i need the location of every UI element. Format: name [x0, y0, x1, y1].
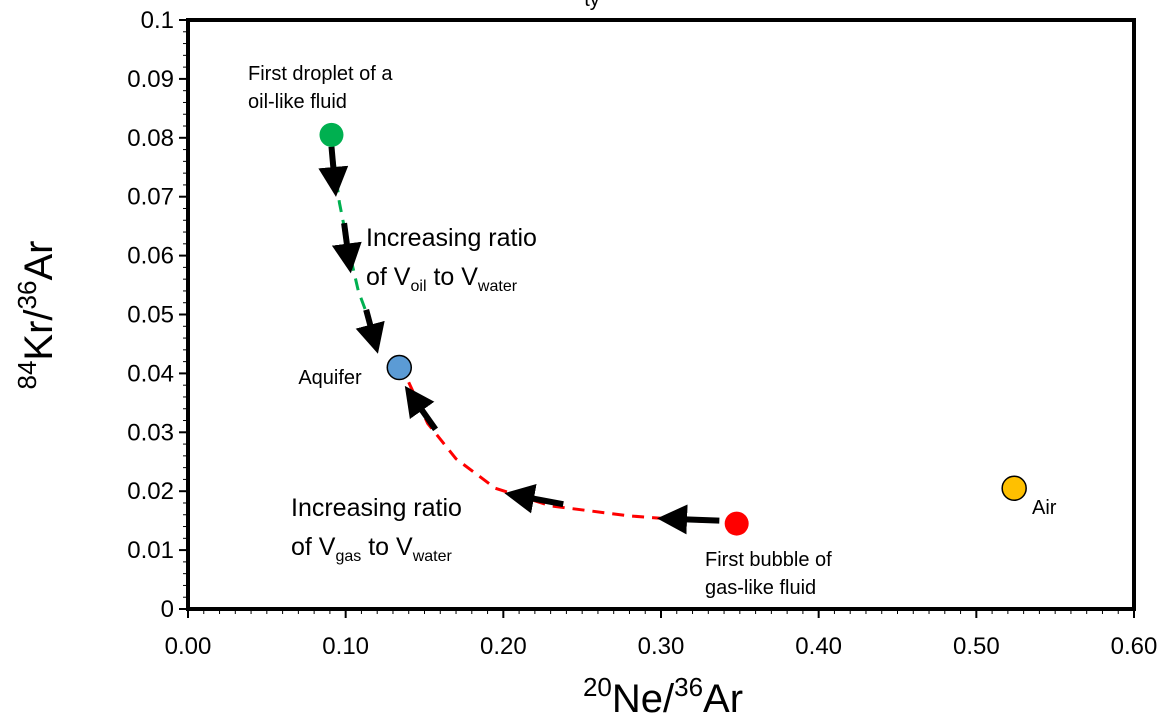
x-tick-label: 0.00 — [165, 633, 212, 660]
label-gas-ratio-line2: of Vgas to Vwater — [291, 533, 453, 565]
oil-ratio-to: to V — [427, 263, 479, 291]
y-tick-label: 0.06 — [127, 243, 174, 270]
y-tick-label: 0.1 — [141, 7, 174, 34]
y-axis-title: 84Kr/36Ar — [12, 241, 61, 390]
x-axis-title-post: Ar — [703, 677, 743, 721]
label-aquifer: Aquifer — [298, 367, 362, 389]
data-point — [319, 122, 344, 147]
direction-arrow — [657, 504, 720, 535]
y-axis-title-post: Ar — [17, 241, 61, 281]
points-layer — [319, 122, 1027, 536]
y-tick-label: 0.09 — [127, 66, 174, 93]
direction-arrow — [331, 222, 362, 274]
y-tick-label: 0.03 — [127, 419, 174, 446]
y-axis-title-main: Kr/ — [17, 309, 61, 361]
y-tick-label: 0.04 — [127, 360, 174, 387]
label-droplet-line1: First droplet of a — [248, 63, 393, 85]
y-tick-label: 0 — [161, 596, 174, 623]
x-tick-label: 0.60 — [1111, 633, 1158, 660]
gas-ratio-sub-water: water — [412, 548, 453, 565]
x-tick-label: 0.30 — [638, 633, 685, 660]
y-tick-label: 0.01 — [127, 537, 174, 564]
label-oil-ratio-line2: of Voil to Vwater — [366, 263, 518, 295]
x-tick-label: 0.10 — [322, 633, 369, 660]
arrows-layer — [318, 146, 720, 535]
direction-arrow — [318, 146, 349, 197]
x-tick-label: 0.20 — [480, 633, 527, 660]
y-axis-title-presup: 84 — [12, 361, 42, 390]
label-bubble-line2: gas-like fluid — [705, 577, 816, 599]
plot-frame — [186, 18, 1136, 611]
data-point — [724, 511, 749, 536]
oil-ratio-sub-water: water — [477, 278, 518, 295]
data-point — [1001, 475, 1027, 502]
x-tick-label: 0.50 — [953, 633, 1000, 660]
y-tick-label: 0.05 — [127, 302, 174, 329]
label-air: Air — [1032, 497, 1057, 519]
direction-arrow — [504, 483, 564, 514]
x-axis-title-presup: 20 — [583, 672, 612, 702]
y-axis-title-sup: 36 — [12, 281, 42, 310]
x-axis-title-sup: 36 — [674, 672, 703, 702]
x-axis-title: 20Ne/36Ar — [583, 672, 743, 721]
ticks-layer: 0.00 0.10 0.20 0.30 0.40 0.50 0.60 0 0.01 0.02 0.0… — [127, 7, 1157, 660]
chart-title-fragment: ty — [584, 0, 600, 11]
y-tick-label: 0.07 — [127, 184, 174, 211]
gas-ratio-sub-gas: gas — [335, 548, 361, 565]
series-line-1 — [407, 381, 709, 524]
oil-ratio-of: of V — [366, 263, 411, 291]
x-tick-label: 0.40 — [795, 633, 842, 660]
data-point — [386, 354, 413, 381]
label-bubble-line1: First bubble of — [705, 549, 832, 571]
x-axis-title-main: Ne/ — [612, 677, 675, 721]
label-oil-ratio-line1: Increasing ratio — [366, 224, 537, 252]
gas-ratio-of: of V — [291, 533, 336, 561]
y-tick-label: 0.08 — [127, 125, 174, 152]
gas-ratio-to: to V — [361, 533, 413, 561]
y-tick-label: 0.02 — [127, 478, 174, 505]
series-layer — [330, 140, 709, 524]
direction-arrow — [355, 309, 385, 354]
label-droplet-line2: oil-like fluid — [248, 91, 347, 113]
oil-ratio-sub-oil: oil — [410, 278, 426, 295]
direction-arrow — [404, 385, 438, 432]
label-gas-ratio-line1: Increasing ratio — [291, 494, 462, 522]
